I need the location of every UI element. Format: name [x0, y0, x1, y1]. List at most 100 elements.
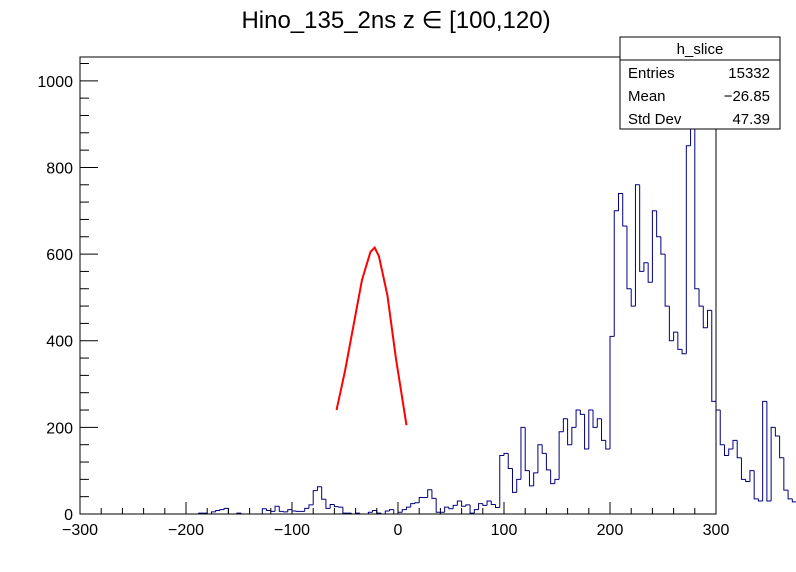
- histogram-bin: [435, 498, 441, 513]
- histogram-bin: [507, 453, 513, 470]
- stats-box: h_slice Entries 15332 Mean −26.85 Std De…: [619, 36, 781, 130]
- x-tick-label: 300: [703, 522, 730, 539]
- histogram-bin: [719, 410, 725, 446]
- histogram-bin: [791, 498, 796, 503]
- histogram-bin: [291, 509, 297, 512]
- histogram-bin: [524, 427, 530, 472]
- stats-stddev-label: Std Dev: [628, 111, 682, 128]
- histogram-bin: [588, 409, 594, 450]
- histogram-bin: [461, 501, 466, 507]
- x-tick-label: 200: [597, 522, 624, 539]
- histogram-bin: [605, 440, 610, 450]
- histogram-bin: [753, 470, 759, 500]
- y-tick-label: 0: [64, 507, 73, 524]
- histogram-bin: [596, 418, 602, 428]
- x-tick-label: −300: [62, 522, 98, 539]
- stats-box-frame: [619, 36, 781, 130]
- histogram-bin: [227, 508, 233, 515]
- histogram-bin: [668, 306, 674, 342]
- histogram-bin: [266, 508, 271, 512]
- histogram-bin: [270, 510, 276, 512]
- histogram-bin: [533, 472, 538, 486]
- plot-area: [80, 119, 796, 515]
- histogram-bin: [312, 490, 318, 505]
- histogram-bin: [609, 335, 615, 450]
- histogram-bin: [715, 401, 721, 411]
- histogram-bin: [677, 332, 683, 350]
- histogram-bin: [617, 192, 623, 211]
- histogram-bin: [745, 479, 750, 483]
- histogram-bin: [711, 310, 716, 402]
- histogram-bin: [325, 499, 331, 509]
- fit-curve: [335, 245, 408, 426]
- histogram-bin: [503, 452, 509, 456]
- histogram-bin: [550, 469, 555, 485]
- x-tick-label: −200: [168, 522, 204, 539]
- histogram-bin: [651, 210, 657, 283]
- histogram-bin: [384, 510, 390, 514]
- stats-entries-label: Entries: [628, 65, 675, 82]
- histogram-bin: [448, 507, 454, 510]
- histogram-bin: [728, 448, 733, 456]
- histogram-bin: [520, 426, 526, 480]
- histogram-bin: [401, 509, 407, 513]
- histogram-bin: [787, 490, 793, 500]
- histogram-bin: [486, 500, 492, 506]
- histogram-bin: [643, 262, 649, 272]
- histogram-bin: [660, 236, 666, 255]
- histogram-bin: [321, 486, 326, 500]
- histogram-bin: [333, 504, 339, 508]
- y-tick-label: 600: [46, 247, 73, 264]
- histogram-bin: [774, 427, 780, 437]
- histogram-bin: [732, 439, 738, 450]
- histogram-bin: [342, 507, 348, 514]
- stats-mean-label: Mean: [628, 88, 666, 105]
- histogram-bin: [537, 444, 543, 473]
- histogram-bin: [630, 288, 636, 307]
- histogram-bin: [372, 510, 377, 513]
- histogram-bin: [414, 502, 420, 504]
- histogram-bin: [528, 470, 534, 487]
- histogram-bin: [673, 331, 678, 341]
- stats-stddev-value: 47.39: [732, 111, 770, 128]
- histogram-bin: [554, 478, 560, 484]
- histogram-bin: [626, 225, 632, 290]
- histogram-series: [80, 119, 796, 515]
- histogram-bin: [456, 500, 462, 506]
- histogram-bin: [545, 453, 551, 471]
- histogram-bin: [571, 426, 577, 445]
- histogram-bin: [516, 478, 521, 493]
- y-tick-label: 800: [46, 160, 73, 177]
- histogram-bin: [495, 504, 500, 508]
- x-tick-label: −100: [274, 522, 310, 539]
- histogram-bin: [579, 410, 585, 415]
- histogram-bin: [329, 503, 335, 509]
- histogram-bin: [558, 431, 564, 480]
- histogram-bin: [567, 418, 572, 446]
- histogram-bin: [478, 503, 483, 510]
- y-tick-label: 1000: [37, 74, 73, 91]
- histogram-bin: [405, 506, 411, 510]
- histogram-bin: [736, 440, 742, 459]
- chart-title: Hino_135_2ns z ∈ [100,120): [241, 7, 550, 34]
- histogram-bin: [499, 455, 504, 508]
- histogram-bin: [278, 506, 284, 512]
- histogram-bin: [707, 309, 712, 328]
- histogram-bin: [304, 507, 309, 512]
- histogram-bin: [656, 210, 661, 238]
- histogram-bin: [766, 401, 772, 502]
- stats-mean-value: −26.85: [724, 88, 770, 105]
- histogram-bin: [376, 510, 382, 514]
- histogram-bin: [210, 511, 216, 514]
- histogram-bin: [740, 457, 746, 480]
- histogram-bin: [431, 489, 437, 499]
- histogram-bin: [779, 436, 784, 459]
- histogram-bin: [575, 409, 581, 428]
- histogram-bin: [698, 288, 704, 307]
- histogram-bin: [702, 306, 708, 329]
- histogram-bin: [562, 418, 568, 432]
- histogram-bin: [490, 501, 496, 505]
- histogram-bin: [770, 426, 776, 501]
- histogram-bin: [418, 497, 424, 503]
